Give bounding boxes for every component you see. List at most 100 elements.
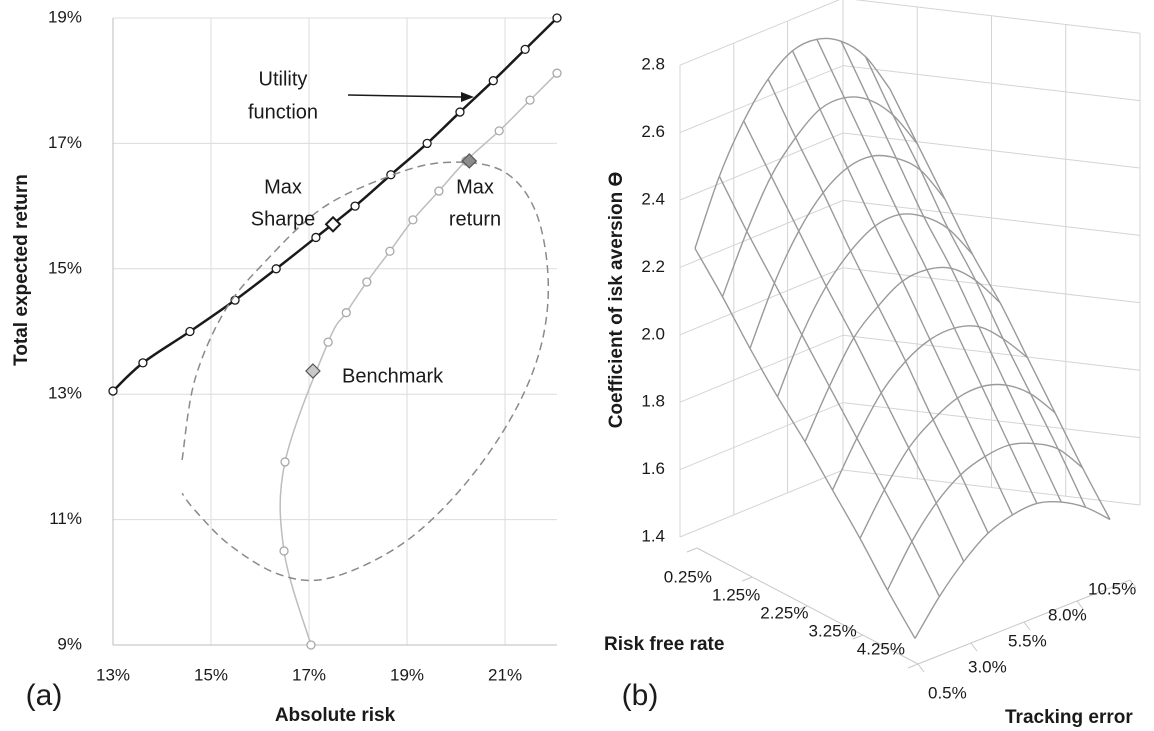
z-axis-title: Coefficient of isk aversion ϴ (606, 172, 627, 429)
point-marker (350, 201, 360, 211)
x-axis-title: Tracking error (1005, 707, 1133, 728)
tick-mark (742, 576, 753, 582)
tick-mark (797, 605, 808, 611)
point-marker (306, 640, 316, 650)
point-marker (341, 308, 351, 318)
point-marker (385, 246, 395, 256)
series-line (181, 161, 550, 582)
x-tick-label: 17% (292, 665, 326, 684)
grid-line (679, 402, 1141, 471)
y-tick-label: 3.25% (809, 621, 857, 640)
point-marker (185, 326, 195, 337)
surface-line (840, 41, 1062, 503)
y-tick-label: 4.25% (857, 639, 905, 658)
y-tick-label: 15% (48, 258, 82, 277)
x-tick-label: 0.5% (928, 683, 967, 702)
tick-mark (1076, 600, 1084, 610)
surface-line (767, 78, 989, 534)
grid-line (679, 469, 1141, 538)
y-tick-label: 19% (48, 7, 82, 26)
z-tick-label: 2.2 (641, 257, 665, 276)
arrow-head (461, 92, 474, 102)
point-marker (552, 68, 562, 78)
grid-line (679, 132, 1141, 201)
y-axis-title: Risk free rate (604, 634, 724, 655)
y-tick-label: 13% (48, 384, 82, 403)
z-tick-label: 1.6 (641, 459, 665, 478)
point-label: Sharpe (251, 208, 316, 230)
surface-line (831, 325, 1028, 491)
point-marker (280, 457, 290, 467)
x-tick-label: 15% (194, 665, 228, 684)
point-label: Max (264, 176, 302, 198)
point-marker (271, 264, 281, 274)
series-line (279, 72, 558, 646)
surface-line (694, 37, 891, 249)
grid-line (679, 0, 1141, 66)
point-label: Max (456, 176, 494, 198)
z-tick-label: 2.0 (641, 324, 665, 343)
surface-line (816, 39, 1038, 504)
surface-line (864, 56, 1087, 508)
annotation-arrow (347, 94, 463, 98)
tick-mark (970, 642, 978, 652)
x-tick-label: 10.5% (1088, 579, 1136, 598)
tick-mark (917, 663, 925, 673)
point-marker (552, 13, 562, 23)
tick-mark (1023, 621, 1031, 631)
point-label: Benchmark (342, 365, 444, 387)
point-marker (279, 546, 289, 556)
grid-line (679, 65, 1141, 134)
surface-line (718, 175, 941, 597)
surface-line (743, 120, 965, 562)
z-tick-label: 1.8 (641, 392, 665, 411)
tick-mark (852, 634, 863, 640)
y-tick-label: 9% (57, 634, 82, 653)
y-tick-label: 17% (48, 133, 82, 152)
x-tick-label: 5.5% (1008, 631, 1047, 650)
point-marker (138, 358, 148, 368)
point-marker (408, 215, 418, 225)
z-tick-label: 2.6 (641, 122, 665, 141)
surface-line (791, 50, 1014, 516)
y-tick-label: 2.25% (760, 603, 808, 622)
diamond-marker (324, 215, 342, 233)
y-tick-label: 11% (49, 509, 82, 528)
tick-mark (907, 663, 919, 669)
tick-mark (686, 547, 698, 553)
y-axis-title: Total expected return (11, 174, 32, 366)
point-marker (525, 95, 535, 105)
series-line (112, 17, 558, 392)
point-marker (494, 126, 504, 136)
surface-line (889, 88, 1111, 520)
point-marker (311, 232, 321, 243)
x-tick-label: 3.0% (968, 657, 1007, 676)
panel-label: (a) (26, 679, 63, 712)
point-marker (362, 277, 372, 287)
z-tick-label: 2.8 (641, 55, 665, 74)
point-marker (520, 44, 530, 54)
point-marker (323, 337, 333, 347)
annotation: function (248, 101, 318, 123)
point-marker (455, 107, 465, 117)
point-marker (488, 76, 498, 86)
z-tick-label: 2.4 (641, 189, 665, 208)
x-tick-label: 13% (96, 665, 130, 684)
x-axis-title: Absolute risk (275, 705, 396, 726)
point-marker (422, 138, 432, 149)
x-tick-label: 8.0% (1048, 605, 1087, 624)
diamond-marker (305, 363, 321, 379)
surface-line (749, 154, 946, 349)
y-tick-label: 1.25% (712, 585, 760, 604)
grid-line (679, 334, 1141, 403)
x-tick-label: 19% (390, 665, 424, 684)
grid-line (679, 267, 1141, 336)
z-tick-label: 1.4 (641, 526, 665, 545)
point-label: return (449, 208, 501, 230)
y-tick-label: 0.25% (664, 567, 712, 586)
diamond-marker (461, 153, 478, 169)
tick-mark (1129, 579, 1137, 589)
panel-label: (b) (622, 679, 659, 712)
x-tick-label: 21% (488, 665, 522, 684)
